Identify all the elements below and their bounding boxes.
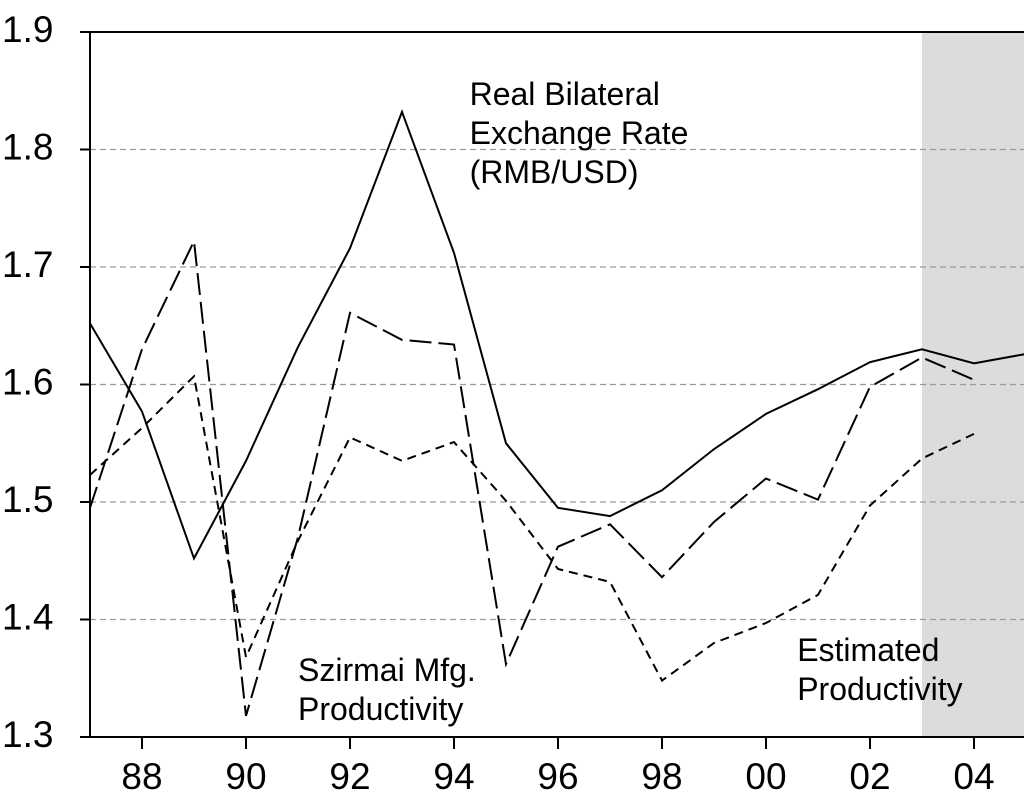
x-tick-label: 00 — [745, 756, 786, 797]
y-tick-label: 1.9 — [2, 9, 53, 50]
annotation: Productivity — [797, 671, 962, 707]
annotation: Szirmai Mfg. — [298, 652, 476, 688]
y-tick-label: 1.3 — [2, 714, 53, 755]
annotation: Exchange Rate — [470, 115, 689, 151]
x-tick-label: 96 — [537, 756, 578, 797]
y-tick-label: 1.8 — [2, 126, 53, 167]
series-line — [89, 237, 975, 717]
y-tick-label: 1.7 — [2, 244, 53, 285]
x-tick-label: 94 — [433, 756, 474, 797]
annotation: Estimated — [797, 632, 939, 668]
annotation: (RMB/USD) — [470, 154, 639, 190]
series-line — [89, 374, 975, 683]
x-tick-label: 92 — [329, 756, 370, 797]
x-tick-label: 88 — [121, 756, 162, 797]
x-tick-label: 98 — [641, 756, 682, 797]
y-tick-label: 1.4 — [2, 596, 53, 637]
x-tick-label: 04 — [953, 756, 994, 797]
series-line — [89, 109, 1024, 561]
x-tick-label: 90 — [225, 756, 266, 797]
y-tick-label: 1.5 — [2, 479, 53, 520]
annotation: Productivity — [298, 691, 463, 727]
annotation: Real Bilateral — [470, 76, 660, 112]
x-tick-label: 02 — [849, 756, 890, 797]
y-tick-label: 1.6 — [2, 361, 53, 402]
